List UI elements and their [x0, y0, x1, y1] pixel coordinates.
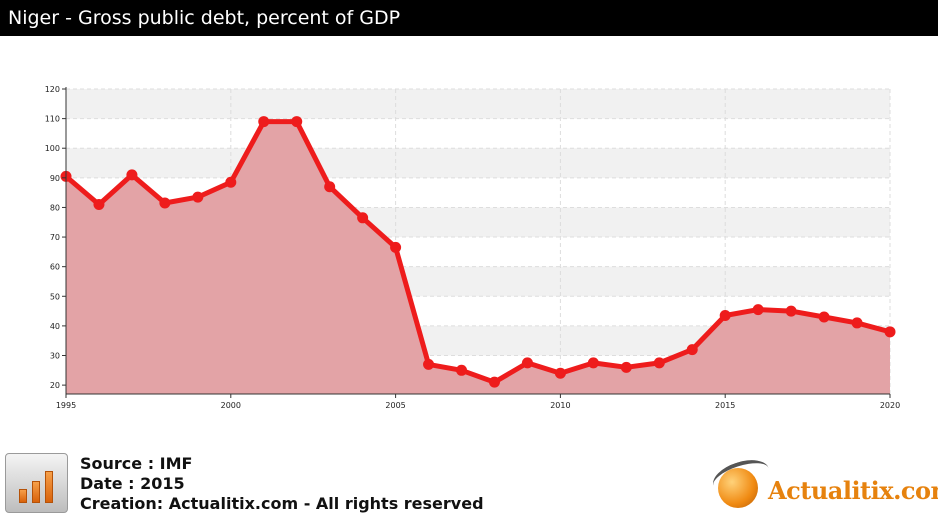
data-point-2016 [752, 304, 764, 316]
y-tick-label-50: 50 [50, 292, 60, 301]
axes [65, 87, 890, 395]
x-tick-label-2020: 2020 [880, 401, 900, 410]
plot-band [66, 89, 890, 119]
data-point-2018 [818, 311, 830, 323]
data-point-2013 [653, 357, 665, 369]
data-point-2002 [291, 116, 303, 128]
x-tick-label-2000: 2000 [221, 401, 241, 410]
actualitix-logo: Actualitix.com [708, 453, 938, 512]
date-text: Date : 2015 [80, 474, 185, 493]
debt-area-fill [66, 121, 890, 394]
plot-band [66, 148, 890, 178]
y-tick-labels: 20 30 40 50 60 70 80 90 100 110 120 [45, 85, 66, 390]
data-point-2012 [620, 361, 632, 373]
creation-text: Creation: Actualitix.com - All rights re… [80, 494, 484, 513]
data-point-2001 [258, 116, 270, 128]
data-point-2008 [488, 376, 500, 388]
data-point-1997 [126, 169, 138, 181]
chart-title: Niger - Gross public debt, percent of GD… [0, 0, 938, 36]
data-point-1999 [192, 191, 204, 203]
y-tick-label-70: 70 [50, 233, 60, 242]
data-point-2007 [456, 364, 468, 376]
bar-chart-icon [5, 453, 68, 513]
y-tick-label-100: 100 [45, 144, 60, 153]
y-tick-label-60: 60 [50, 263, 60, 272]
y-tick-label-30: 30 [50, 352, 60, 361]
brand-name: Actualitix.com [768, 476, 938, 505]
footer-credits: Source : IMF Date : 2015 Creation: Actua… [80, 454, 484, 514]
y-tick-label-120: 120 [45, 85, 60, 94]
y-tick-label-80: 80 [50, 203, 60, 212]
data-point-2003 [324, 181, 336, 193]
x-tick-label-1995: 1995 [56, 401, 76, 410]
source-text: Source : IMF [80, 454, 193, 473]
data-point-1998 [159, 197, 171, 209]
y-tick-label-90: 90 [50, 174, 60, 183]
data-point-2006 [423, 358, 435, 370]
data-point-2005 [390, 241, 402, 253]
data-point-2019 [851, 317, 863, 329]
data-point-2009 [521, 357, 533, 369]
debt-series-line [64, 119, 891, 385]
x-tick-labels: 1995 2000 2005 2010 2015 2020 [56, 394, 900, 410]
y-tick-label-110: 110 [45, 115, 60, 124]
data-point-2000 [225, 176, 237, 188]
data-points [60, 116, 896, 388]
debt-chart: 20 30 40 50 60 70 80 90 100 110 120 1995 2000 2005 20… [45, 85, 900, 410]
data-point-2010 [554, 367, 566, 379]
data-point-2014 [686, 344, 698, 356]
x-tick-label-2005: 2005 [385, 401, 405, 410]
x-tick-label-2010: 2010 [550, 401, 570, 410]
data-point-2020 [884, 326, 896, 338]
data-point-1996 [93, 198, 105, 210]
data-point-2017 [785, 305, 797, 317]
x-tick-label-2015: 2015 [715, 401, 735, 410]
y-tick-label-40: 40 [50, 322, 60, 331]
data-point-2015 [719, 310, 731, 322]
y-tick-label-20: 20 [50, 381, 60, 390]
data-point-2011 [587, 357, 599, 369]
data-point-2004 [357, 212, 369, 224]
globe-icon [718, 468, 758, 508]
